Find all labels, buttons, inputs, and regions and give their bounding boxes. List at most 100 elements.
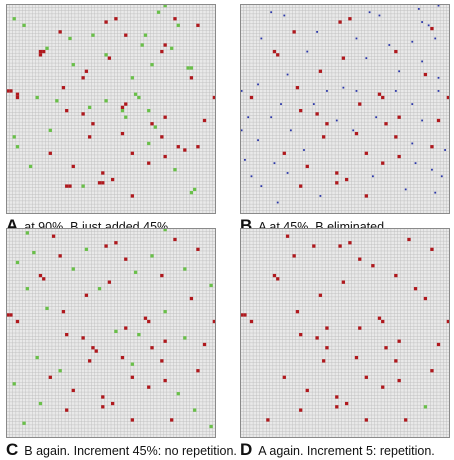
cell-red [173,17,177,21]
cell-red [354,131,359,136]
cell-red [318,293,323,297]
cell-red [173,237,177,242]
cell-red [81,336,85,340]
cell-blue [398,70,401,73]
cell-red [111,177,115,182]
cell-blue [421,119,424,122]
cell-green [35,355,39,360]
cell-blue [388,44,391,46]
cell-red [196,23,200,27]
cell-green [71,63,75,67]
cell-green [120,109,125,113]
cell-red [341,280,345,284]
cell-blue [342,86,345,89]
cell-red [107,280,111,284]
cell-red [120,105,125,109]
cell-red [15,95,20,100]
cell-red [104,20,108,24]
cell-red [160,135,164,139]
cell-red [430,26,434,31]
cell-blue [414,162,417,165]
cell-red [299,184,303,188]
cell-red [446,95,450,100]
cell-red [170,418,174,422]
cell-red [65,408,69,412]
cell-red [101,171,105,175]
cell-red [68,184,72,188]
cell-blue [276,201,279,204]
cell-red [335,181,339,185]
cell-blue [352,129,355,132]
cell-red [196,247,200,251]
cell-green [32,250,36,255]
cell-red [397,154,401,159]
cell-green [186,66,190,70]
cell-red [240,313,244,317]
cell-red [364,375,368,379]
cell-red [413,287,418,291]
cell-red [430,145,434,149]
cell-red [111,401,115,406]
cell-blue [319,195,322,197]
cell-red [71,388,75,393]
panel-caption-text: B again. Increment 45%: no repetition. [24,444,237,458]
cell-red [163,339,167,343]
cell-green [28,164,33,169]
cell-red [143,316,148,320]
cell-blue [240,90,243,92]
panel-letter: C [6,440,19,459]
cell-red [358,102,362,106]
cell-red [312,244,316,248]
cell-green [173,168,177,172]
cell-red [130,151,134,155]
cell-red [325,122,329,126]
cell-red [160,49,164,54]
cell-green [58,369,62,373]
cell-green [183,267,187,271]
cell-blue [270,11,273,14]
cell-red [397,378,401,383]
cell-green [140,43,144,47]
cell-red [315,112,319,116]
cell-blue [375,116,378,119]
cell-green [12,382,16,386]
cell-red [299,333,303,337]
cell-red [325,346,329,350]
cell-red [430,369,434,373]
cell-red [345,177,349,182]
cell-red [58,30,62,34]
cell-green [176,392,180,396]
cell-blue [421,60,424,63]
cell-blue [260,185,263,188]
cell-red [147,161,151,165]
cell-red [196,145,200,149]
grid-lines [240,4,450,214]
cell-red [114,241,118,245]
cell-red [423,296,428,301]
cell-green [209,424,213,429]
cell-red [348,241,352,245]
cell-red [354,355,359,360]
cell-red [335,171,339,175]
cell-green [55,99,59,103]
cell-green [68,36,72,41]
cell-red [196,369,200,373]
grid-d [240,228,450,438]
cell-red [404,418,408,422]
cell-blue [247,116,250,119]
cell-green [84,247,89,251]
cell-green [91,33,95,37]
cell-blue [437,90,440,92]
cell-red [394,273,398,278]
cell-red [104,244,108,248]
cell-red [51,234,56,238]
cell-red [305,388,309,393]
panel-letter: D [240,440,253,459]
cell-red [6,89,10,93]
cell-red [335,405,339,409]
cell-red [299,408,303,412]
cell-blue [440,175,443,178]
cell-green [104,99,108,103]
cell-green [189,191,194,195]
